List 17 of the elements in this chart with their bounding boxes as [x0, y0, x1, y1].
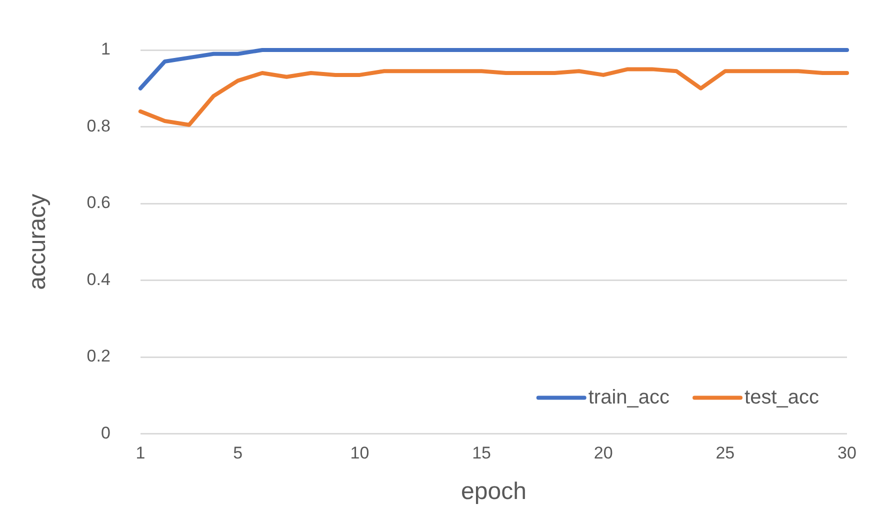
- x-tick-label: 1: [136, 444, 146, 463]
- legend-label: test_acc: [744, 386, 819, 408]
- x-tick-label: 5: [233, 444, 243, 463]
- y-tick-label: 0.6: [86, 193, 110, 212]
- y-tick-label: 0.2: [86, 346, 110, 366]
- legend-label: train_acc: [588, 386, 670, 408]
- x-tick-label: 25: [716, 444, 735, 463]
- y-tick-label: 0.4: [86, 270, 110, 289]
- x-tick-label: 10: [350, 444, 370, 463]
- x-tick-label: 20: [594, 444, 613, 463]
- y-tick-label: 1: [100, 40, 110, 59]
- y-tick-label: 0: [100, 423, 110, 442]
- x-tick-label: 30: [838, 444, 856, 463]
- y-tick-label: 0.8: [86, 116, 110, 136]
- x-axis-title: epoch: [461, 478, 526, 506]
- y-axis-title: accuracy: [24, 194, 52, 290]
- x-tick-label: 15: [472, 444, 491, 463]
